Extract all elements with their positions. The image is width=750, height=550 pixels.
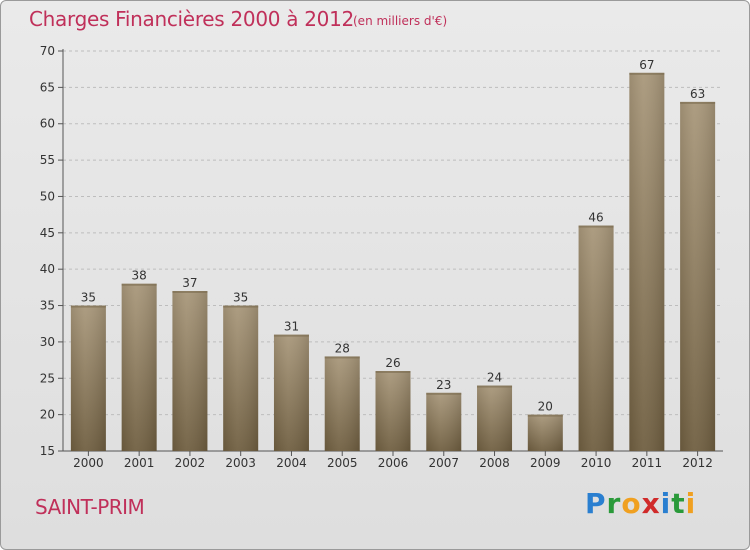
data-label: 38 [132, 269, 147, 283]
bar-shade [273, 334, 309, 451]
bar-cap [273, 334, 309, 337]
x-tick-label: 2010 [581, 456, 612, 470]
y-tick-label: 15 [40, 444, 55, 458]
bar-cap [324, 356, 360, 359]
bar-cap [172, 291, 208, 293]
data-label: 35 [81, 291, 96, 305]
data-label: 67 [639, 58, 654, 72]
data-label: 26 [385, 356, 400, 370]
bar-shade [426, 392, 462, 451]
bar-cap [375, 371, 411, 373]
bar-shade [629, 72, 665, 452]
data-label: 63 [690, 87, 705, 101]
x-tick-label: 2001 [124, 456, 155, 470]
y-tick-label: 30 [40, 335, 55, 349]
bar-shade [578, 225, 614, 451]
x-tick-label: 2003 [225, 456, 256, 470]
data-label: 23 [436, 378, 451, 392]
data-label: 28 [335, 341, 350, 355]
logo-letter: t [671, 487, 686, 520]
x-tick-label: 2004 [276, 456, 307, 470]
bar-cap [578, 225, 614, 228]
x-tick-label: 2002 [175, 456, 206, 470]
x-tick-label: 2008 [479, 456, 510, 470]
bar-shade [172, 291, 208, 451]
bar-cap [426, 392, 462, 395]
bar-shade [375, 371, 411, 451]
bar-shade [527, 414, 563, 451]
x-tick-label: 2012 [682, 456, 713, 470]
x-tick-label: 2011 [632, 456, 663, 470]
bar-cap [477, 385, 513, 388]
y-tick-label: 70 [40, 44, 55, 58]
x-tick-label: 2009 [530, 456, 561, 470]
logo-letter: i [660, 487, 672, 520]
data-labels: 35 38 37 35 31 28 26 23 24 20 46 67 63 [81, 58, 706, 414]
logo-letter: i [685, 487, 697, 520]
bar-cap [629, 72, 665, 75]
data-label: 37 [182, 276, 197, 290]
bar-shade [477, 385, 513, 451]
x-tick-label: 2006 [378, 456, 409, 470]
data-label: 24 [487, 371, 502, 385]
town-name: SAINT-PRIM [35, 495, 145, 519]
chart-title: Charges Financières 2000 à 2012 [29, 7, 354, 31]
logo-letter: o [621, 487, 642, 520]
axes: 15 20 25 30 35 40 45 50 55 60 65 70 2000 2001 2002 2003… [40, 44, 723, 470]
y-tick-label: 35 [40, 299, 55, 313]
logo-letter: x [641, 487, 661, 520]
x-tick-label: 2007 [428, 456, 459, 470]
y-tick-label: 50 [40, 189, 55, 203]
bar-cap [527, 414, 563, 417]
x-tick-label: 2005 [327, 456, 358, 470]
bar-shade [121, 283, 157, 451]
bar-cap [70, 305, 106, 308]
bar-shade [70, 305, 106, 451]
proxiti-logo[interactable]: Proxiti [585, 487, 696, 520]
y-tick-label: 45 [40, 226, 55, 240]
bar-shade [680, 101, 716, 451]
bar-cap [223, 305, 259, 308]
y-tick-label: 55 [40, 153, 55, 167]
chart-subtitle: (en milliers d'€) [353, 14, 448, 28]
data-label: 35 [233, 291, 248, 305]
logo-letter: r [606, 487, 622, 520]
logo-letter: P [585, 487, 607, 520]
bar-cap [121, 283, 157, 286]
bars [70, 72, 716, 452]
bar-shade [324, 356, 360, 451]
y-tick-label: 20 [40, 408, 55, 422]
y-tick-label: 40 [40, 262, 55, 276]
y-tick-label: 25 [40, 371, 55, 385]
y-tick-label: 60 [40, 117, 55, 131]
bar-shade [223, 305, 259, 451]
x-tick-label: 2000 [73, 456, 104, 470]
data-label: 31 [284, 320, 299, 334]
y-tick-label: 65 [40, 80, 55, 94]
data-label: 46 [588, 211, 603, 225]
bar-cap [680, 101, 716, 104]
data-label: 20 [538, 400, 553, 414]
